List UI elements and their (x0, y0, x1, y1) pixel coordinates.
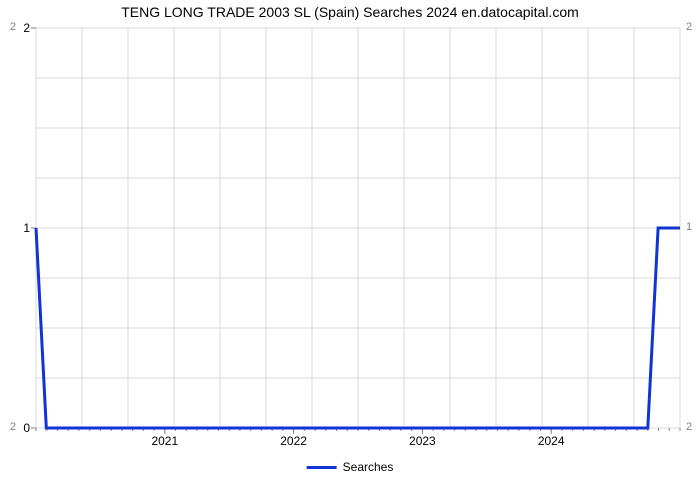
outer-right-label: 2 (686, 21, 692, 33)
outer-left-label: 2 (10, 21, 16, 33)
outer-right-label: 2 (686, 421, 692, 433)
outer-right-label: 1 (686, 221, 692, 233)
legend-label: Searches (343, 460, 394, 474)
outer-left-label: 2 (10, 421, 16, 433)
x-tick-label: 2021 (151, 434, 178, 448)
y-tick-label: 0 (23, 421, 30, 435)
x-tick-label: 2023 (409, 434, 436, 448)
chart-title: TENG LONG TRADE 2003 SL (Spain) Searches… (0, 4, 700, 20)
legend: Searches (307, 460, 394, 474)
y-tick-label: 1 (23, 221, 30, 235)
plot-area: 012202120222023202422212 (36, 28, 680, 428)
x-tick-label: 2024 (538, 434, 565, 448)
chart-container: TENG LONG TRADE 2003 SL (Spain) Searches… (0, 0, 700, 500)
legend-line (307, 466, 337, 469)
x-tick-label: 2022 (280, 434, 307, 448)
y-tick-label: 2 (23, 21, 30, 35)
plot-svg (36, 28, 680, 428)
